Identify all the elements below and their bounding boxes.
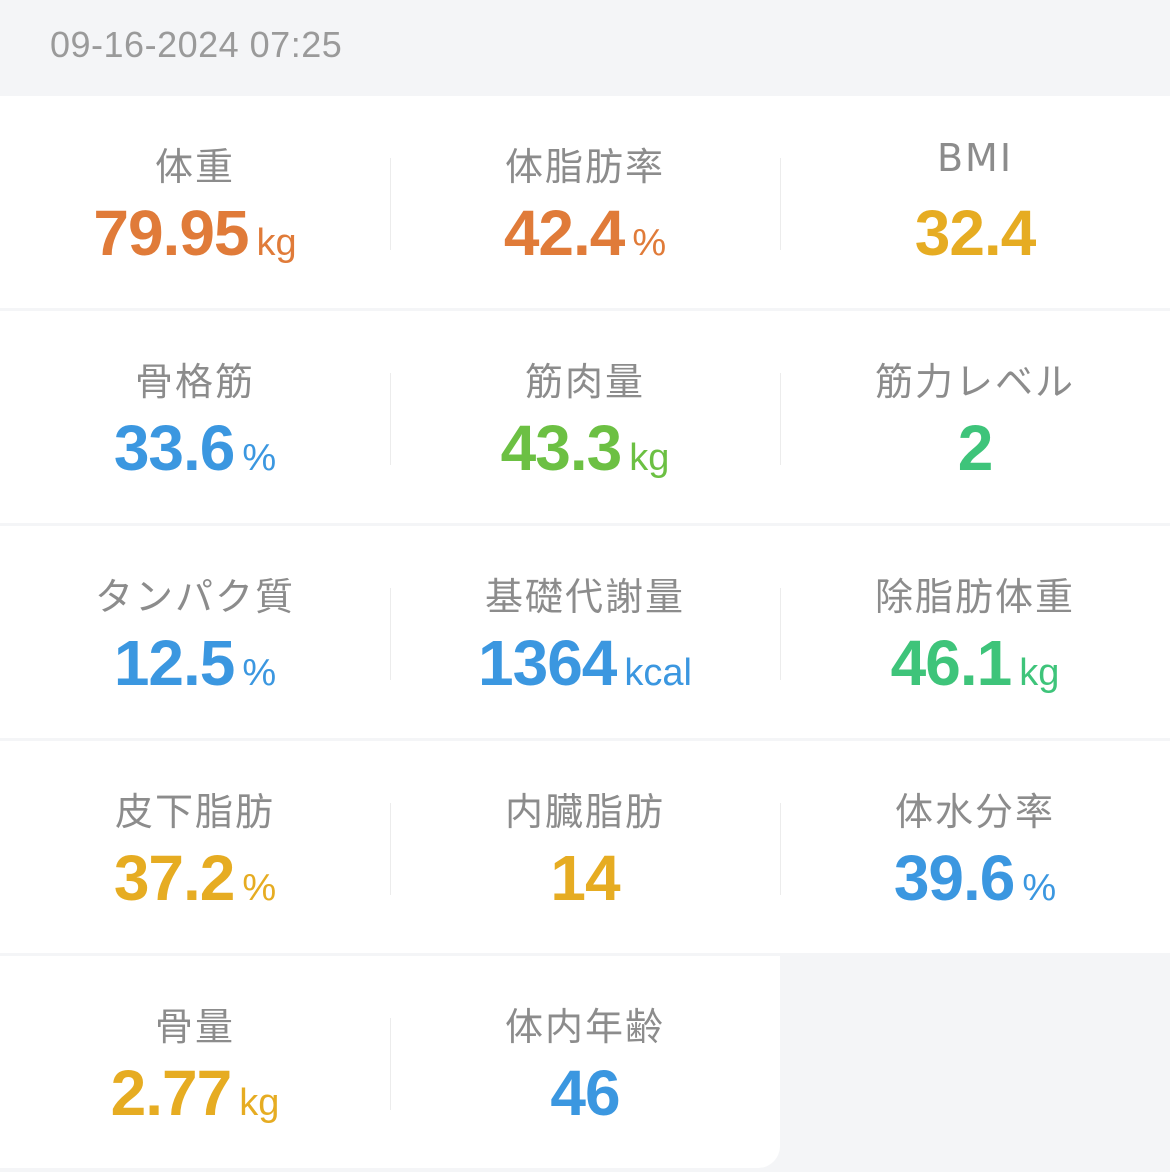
metric-bmi[interactable]: BMI 32.4 xyxy=(780,96,1170,308)
metric-unit: % xyxy=(1022,867,1057,909)
metrics-row: 骨量 2.77 kg 体内年齢 46 xyxy=(0,956,780,1168)
metric-skeletal-muscle[interactable]: 骨格筋 33.6% xyxy=(0,311,390,523)
metric-value-line: 33.6% xyxy=(0,411,390,485)
measurement-timestamp: 09-16-2024 07:25 xyxy=(50,24,343,65)
metric-value: 39.6 xyxy=(893,842,1016,914)
metric-value: 33.6 xyxy=(113,412,236,484)
metric-value-line: 2 xyxy=(780,411,1170,485)
metric-muscle-mass[interactable]: 筋肉量 43.3 kg xyxy=(390,311,780,523)
metric-value-line: 46.1 kg xyxy=(780,626,1170,700)
metric-value-line: 1364 kcal xyxy=(390,626,780,700)
metric-unit: kg xyxy=(239,1082,280,1124)
metrics-row: 骨格筋 33.6% 筋肉量 43.3 kg 筋力レベル 2 xyxy=(0,311,1170,523)
metric-value: 2.77 xyxy=(110,1057,233,1129)
metric-value: 37.2 xyxy=(113,842,236,914)
metric-label: 体脂肪率 xyxy=(504,145,665,189)
metric-value: 43.3 xyxy=(500,412,623,484)
column-divider xyxy=(390,803,391,895)
metric-bone-mass[interactable]: 骨量 2.77 kg xyxy=(0,956,390,1168)
column-divider xyxy=(780,803,781,895)
metric-unit: kg xyxy=(256,222,297,264)
metric-label: 体水分率 xyxy=(894,790,1055,834)
metric-unit: % xyxy=(242,437,277,479)
metric-label: 皮下脂肪 xyxy=(114,790,275,834)
metric-value-line: 46 xyxy=(390,1056,780,1130)
metric-label: 除脂肪体重 xyxy=(874,575,1075,619)
metric-unit: kg xyxy=(1019,652,1060,694)
metric-value-line: 32.4 xyxy=(780,196,1170,270)
metric-value: 12.5 xyxy=(113,627,236,699)
column-divider xyxy=(780,373,781,465)
metric-value-line: 2.77 kg xyxy=(0,1056,390,1130)
metric-value-line: 37.2% xyxy=(0,841,390,915)
metric-label: 体重 xyxy=(154,145,235,189)
metric-visceral-fat[interactable]: 内臓脂肪 14 xyxy=(390,741,780,953)
metric-value: 2 xyxy=(957,412,994,484)
metric-value-line: 12.5% xyxy=(0,626,390,700)
metric-value: 14 xyxy=(550,842,620,914)
metric-value: 79.95 xyxy=(93,197,249,269)
metric-subcutaneous-fat[interactable]: 皮下脂肪 37.2% xyxy=(0,741,390,953)
metric-value: 46.1 xyxy=(890,627,1013,699)
metric-unit: % xyxy=(242,652,277,694)
metric-unit: % xyxy=(632,222,667,264)
metrics-row: タンパク質 12.5% 基礎代謝量 1364 kcal 除脂肪体重 46.1 kg xyxy=(0,526,1170,738)
column-divider xyxy=(780,158,781,250)
metric-basal-metabolism[interactable]: 基礎代謝量 1364 kcal xyxy=(390,526,780,738)
metric-label: 骨格筋 xyxy=(134,360,255,404)
metric-value-line: 14 xyxy=(390,841,780,915)
metric-label: 筋肉量 xyxy=(524,360,645,404)
metric-label: 骨量 xyxy=(154,1005,235,1049)
metric-value-line: 42.4% xyxy=(390,196,780,270)
column-divider xyxy=(390,373,391,465)
metric-unit: % xyxy=(242,867,277,909)
metrics-row: 皮下脂肪 37.2% 内臓脂肪 14 体水分率 39.6% xyxy=(0,741,1170,953)
metric-value: 32.4 xyxy=(914,197,1037,269)
metric-body-fat[interactable]: 体脂肪率 42.4% xyxy=(390,96,780,308)
metric-value-line: 79.95 kg xyxy=(0,196,390,270)
metric-value: 46 xyxy=(550,1057,620,1129)
metric-value: 1364 xyxy=(478,627,617,699)
metric-weight[interactable]: 体重 79.95 kg xyxy=(0,96,390,308)
metric-label: 筋力レベル xyxy=(874,360,1075,404)
metric-label: タンパク質 xyxy=(94,575,295,619)
metric-label: BMI xyxy=(936,136,1014,180)
metric-value: 42.4 xyxy=(503,197,626,269)
metric-strength-level[interactable]: 筋力レベル 2 xyxy=(780,311,1170,523)
metric-lean-body-mass[interactable]: 除脂肪体重 46.1 kg xyxy=(780,526,1170,738)
column-divider xyxy=(390,1018,391,1110)
metric-label: 基礎代謝量 xyxy=(484,575,685,619)
metric-value-line: 43.3 kg xyxy=(390,411,780,485)
metric-label: 内臓脂肪 xyxy=(504,790,665,834)
metric-protein[interactable]: タンパク質 12.5% xyxy=(0,526,390,738)
metric-body-water[interactable]: 体水分率 39.6% xyxy=(780,741,1170,953)
metric-unit: kg xyxy=(629,437,670,479)
metric-unit: kcal xyxy=(624,652,692,694)
column-divider xyxy=(780,588,781,680)
metrics-row: 体重 79.95 kg 体脂肪率 42.4% BMI 32.4 xyxy=(0,96,1170,308)
metric-body-age[interactable]: 体内年齢 46 xyxy=(390,956,780,1168)
metric-label: 体内年齢 xyxy=(504,1005,665,1049)
column-divider xyxy=(390,588,391,680)
metric-value-line: 39.6% xyxy=(780,841,1170,915)
date-header: 09-16-2024 07:25 xyxy=(0,0,1170,94)
column-divider xyxy=(390,158,391,250)
